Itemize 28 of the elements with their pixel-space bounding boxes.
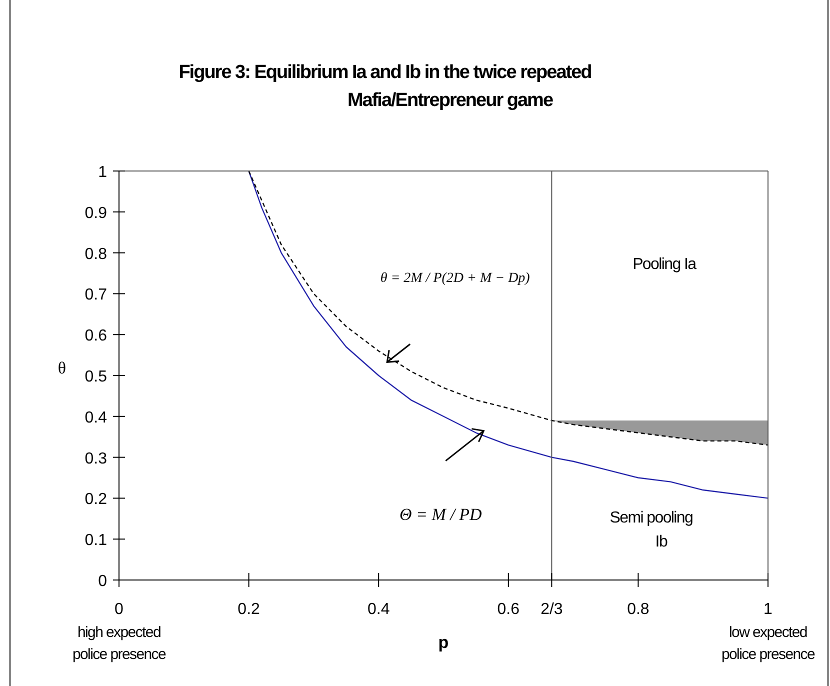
text: high expected police presence	[72, 624, 166, 663]
y-tick-label: 0.7	[84, 286, 108, 304]
x-tick-label: 0.4	[367, 601, 390, 618]
y-axis-title: θ	[58, 358, 66, 378]
annotation: Θ = M / PD	[400, 504, 483, 524]
annotation: θ = 2M / P(2D + M − Dp)	[380, 271, 530, 286]
annotation: Pooling Ia	[632, 256, 697, 274]
chart-title: Figure 3: Equilibrium Ia and Ib in the twice repeated Mafia/Entrepreneur game	[178, 62, 592, 111]
annotation: Semi pooling Ib	[610, 510, 693, 551]
y-tick-label: 0.3	[84, 450, 108, 468]
y-tick-label: 0	[98, 573, 108, 590]
x-tick-label: 0.8	[627, 601, 650, 618]
y-tick-label: 0.5	[84, 368, 108, 386]
line-series	[248, 170, 769, 446]
text: low expected police presence	[721, 624, 815, 663]
y-tick-label: 0.8	[84, 246, 108, 263]
x-tick-label: 0	[114, 601, 124, 618]
y-tick-label: 0.1	[84, 532, 108, 550]
y-tick-label: 1	[98, 164, 108, 181]
x-axis-title: p	[438, 633, 449, 652]
y-tick-label: 0.6	[84, 328, 108, 345]
x-tick-label: 0.2	[238, 601, 260, 618]
x-tick-label: 2/3	[540, 601, 563, 618]
y-tick-label: 0.9	[84, 204, 108, 222]
y-tick-label: 0.4	[84, 409, 108, 426]
x-tick-label: 1	[764, 601, 773, 618]
x-tick-label: 0.6	[497, 601, 520, 618]
y-tick-label: 0.2	[84, 491, 108, 508]
